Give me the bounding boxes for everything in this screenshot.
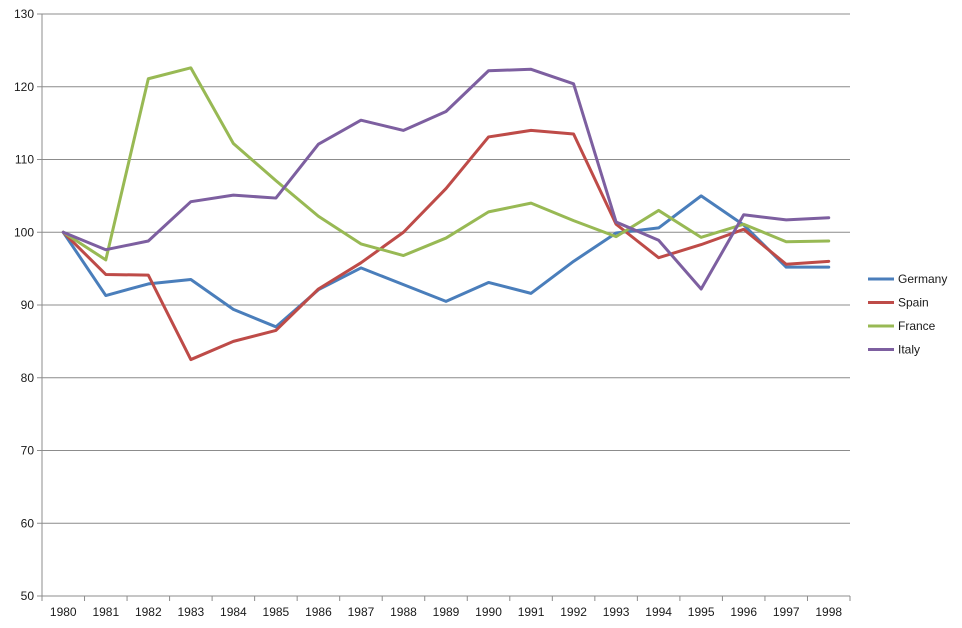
x-tick-label: 1983 <box>177 605 204 619</box>
series-lines <box>61 66 831 362</box>
y-tick-label: 60 <box>21 516 35 530</box>
x-tick-label: 1988 <box>390 605 417 619</box>
series-line-france <box>61 66 831 262</box>
y-tick-label: 120 <box>14 80 34 94</box>
series-line-germany <box>61 194 831 329</box>
x-tick-label: 1986 <box>305 605 332 619</box>
x-tick-label: 1980 <box>50 605 77 619</box>
x-tick-label: 1997 <box>773 605 800 619</box>
grid-lines <box>42 13 850 524</box>
y-tick-label: 130 <box>14 7 34 21</box>
axes: 50 60 70 80 90 100 110 120 130 1980 1981 1982 1983 19… <box>14 7 851 619</box>
x-tick-label: 1995 <box>688 605 715 619</box>
y-tick-label: 90 <box>21 298 35 312</box>
x-tick-label: 1990 <box>475 605 502 619</box>
legend-label-italy: Italy <box>898 343 920 357</box>
y-tick-label: 80 <box>21 371 35 385</box>
x-tick-label: 1981 <box>92 605 119 619</box>
y-tick-label: 110 <box>15 153 34 167</box>
y-tick-label: 100 <box>14 225 34 239</box>
x-tick-label: 1982 <box>135 605 162 619</box>
legend-label-germany: Germany <box>898 272 947 286</box>
x-tick-label: 1998 <box>815 605 842 619</box>
x-tick-label: 1996 <box>730 605 757 619</box>
series-line-spain <box>61 128 831 362</box>
legend: Germany Spain France Italy <box>868 272 947 357</box>
x-tick-label: 1992 <box>560 605 587 619</box>
x-tick-label: 1994 <box>645 605 672 619</box>
x-tick-label: 1987 <box>348 605 375 619</box>
series-line-italy <box>61 67 831 291</box>
x-tick-label: 1989 <box>433 605 460 619</box>
legend-label-france: France <box>898 319 936 333</box>
y-tick-label: 50 <box>21 589 35 603</box>
x-tick-label: 1993 <box>603 605 630 619</box>
x-tick-label: 1985 <box>263 605 290 619</box>
x-tick-label: 1984 <box>220 605 247 619</box>
y-tick-label: 70 <box>21 444 35 458</box>
x-tick-label: 1991 <box>518 605 545 619</box>
legend-label-spain: Spain <box>898 296 929 310</box>
